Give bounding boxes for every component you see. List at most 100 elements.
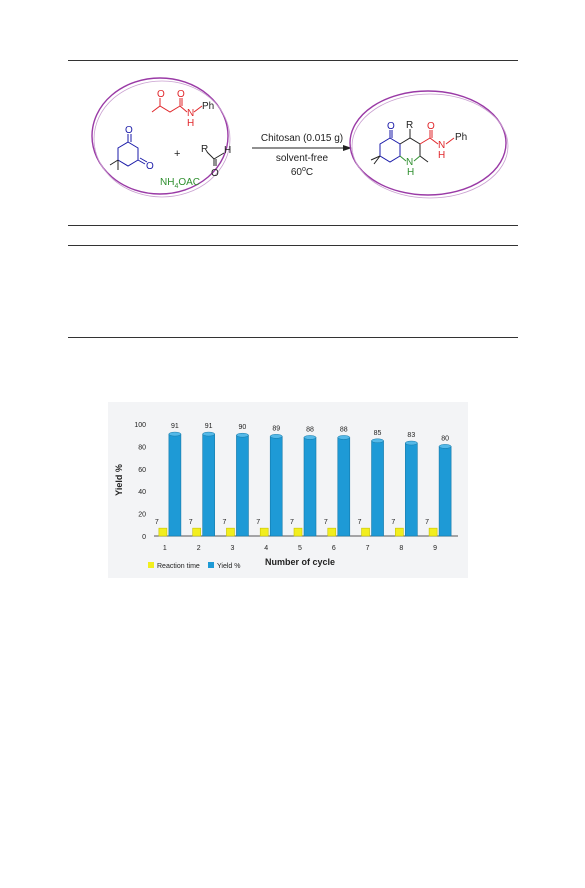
table-rule-3 xyxy=(68,337,518,338)
yield-bar-cap xyxy=(337,435,351,440)
yield-bar-cap xyxy=(303,435,317,440)
yield-bar xyxy=(269,436,283,537)
yield-bar-cap xyxy=(438,444,452,449)
x-tick-label: 3 xyxy=(230,545,234,552)
amide-n: N xyxy=(187,108,194,119)
legend-label-reaction-time: Reaction time xyxy=(157,563,200,570)
x-tick-label: 7 xyxy=(366,545,370,552)
product-h: H xyxy=(407,167,414,178)
product-carbocycle xyxy=(379,130,401,163)
yield-bar xyxy=(303,437,317,537)
yield-value-label: 80 xyxy=(441,435,449,442)
reactant-oval xyxy=(91,77,229,195)
reaction-time-bar xyxy=(259,527,269,537)
plus-sign: + xyxy=(174,148,180,160)
reaction-time-bar xyxy=(428,527,438,537)
yield-value-label: 89 xyxy=(272,425,280,432)
reactant-oval-shadow xyxy=(93,80,231,198)
reaction-time-label: 7 xyxy=(391,519,395,526)
reaction-time-label: 7 xyxy=(324,519,328,526)
reaction-time-bar xyxy=(226,527,235,537)
yield-bar xyxy=(371,440,384,537)
reaction-time-bar xyxy=(158,527,168,537)
acetoacetanilide-structure xyxy=(151,98,203,113)
reaction-time-label: 7 xyxy=(290,519,294,526)
chart-container: 0 20 40 60 80 100 1 2 3 4 5 6 7 8 9 7 91 7 91 7 90 7 89 7 88 7 88… xyxy=(108,402,468,578)
reaction-time-label: 7 xyxy=(358,519,362,526)
table-rule-2 xyxy=(68,245,518,246)
reaction-arrowhead xyxy=(343,145,352,151)
yield-bar-cap xyxy=(371,438,384,444)
product-amide xyxy=(419,130,455,145)
yield-value-label: 90 xyxy=(239,424,247,431)
y-axis-label: Yield % xyxy=(114,464,124,496)
reaction-time-bar xyxy=(293,527,303,537)
amide-ph: Ph xyxy=(202,101,214,112)
product-oval xyxy=(349,90,507,196)
legend-label-yield: Yield % xyxy=(217,563,240,570)
aldehyde-structure xyxy=(206,151,225,166)
solvent-label: solvent-free xyxy=(276,153,329,164)
reaction-time-bar xyxy=(395,527,404,537)
dimedone-o-top: O xyxy=(125,125,133,136)
legend-swatch-reaction-time xyxy=(148,562,154,568)
acetyl-o: O xyxy=(157,89,165,100)
yield-bar xyxy=(202,433,215,537)
reaction-time-bar xyxy=(361,527,370,537)
y-tick-label: 0 xyxy=(142,534,146,541)
x-tick-label: 5 xyxy=(298,545,302,552)
x-tick-label: 2 xyxy=(197,545,201,552)
top-rule xyxy=(68,60,518,61)
reaction-time-label: 7 xyxy=(256,519,260,526)
yield-value-label: 88 xyxy=(306,426,314,433)
legend-swatch-yield xyxy=(208,562,214,568)
dimedone-methyls xyxy=(109,159,119,170)
product-ph: Ph xyxy=(455,132,467,143)
dimedone-o-bottom: O xyxy=(146,161,154,172)
temperature-label: 60oC xyxy=(291,166,313,178)
aldehyde-h: H xyxy=(224,145,231,156)
yield-bar-cap xyxy=(236,432,249,438)
x-tick-label: 9 xyxy=(433,545,437,552)
yield-bar-cap xyxy=(405,440,418,446)
reaction-time-label: 7 xyxy=(425,519,429,526)
product-methyls xyxy=(370,155,381,165)
x-tick-label: 6 xyxy=(332,545,336,552)
amide-o: O xyxy=(177,89,185,100)
yield-value-label: 83 xyxy=(407,432,415,439)
reaction-time-bar xyxy=(192,527,201,537)
aldehyde-o: O xyxy=(211,168,219,179)
dimedone-structure xyxy=(117,134,148,167)
yield-value-label: 91 xyxy=(171,423,179,430)
y-tick-label: 80 xyxy=(138,444,146,451)
yield-bar-cap xyxy=(269,434,283,439)
product-oval-shadow xyxy=(351,93,509,199)
yield-value-label: 91 xyxy=(205,423,213,430)
reaction-time-bar xyxy=(327,527,337,537)
y-tick-label: 40 xyxy=(138,489,146,496)
yield-bar-cap xyxy=(202,431,215,437)
reaction-time-label: 7 xyxy=(222,519,226,526)
product-nh-bonds xyxy=(399,155,421,162)
reaction-scheme: O O O O N H Ph + R H O NH4OAC Chitosan (… xyxy=(91,77,509,199)
aldehyde-r: R xyxy=(201,144,208,155)
table-rule-1 xyxy=(68,225,518,226)
yield-bar xyxy=(168,433,182,537)
x-tick-label: 4 xyxy=(264,545,268,552)
reaction-time-label: 7 xyxy=(189,519,193,526)
x-tick-label: 8 xyxy=(399,545,403,552)
product-amide-h: H xyxy=(438,150,445,161)
y-tick-label: 20 xyxy=(138,512,146,519)
product-ketone-o: O xyxy=(387,121,395,132)
product-amide-o: O xyxy=(427,121,435,132)
product-r: R xyxy=(406,120,413,131)
yield-value-label: 85 xyxy=(374,430,382,437)
product-pyridine xyxy=(399,129,429,163)
product-n: N xyxy=(406,157,413,168)
yield-bar xyxy=(438,446,452,537)
ammonium-acetate-label: NH4OAC xyxy=(160,177,200,190)
x-axis-label: Number of cycle xyxy=(265,557,335,567)
amide-h: H xyxy=(187,118,194,129)
yield-bar xyxy=(405,442,418,537)
